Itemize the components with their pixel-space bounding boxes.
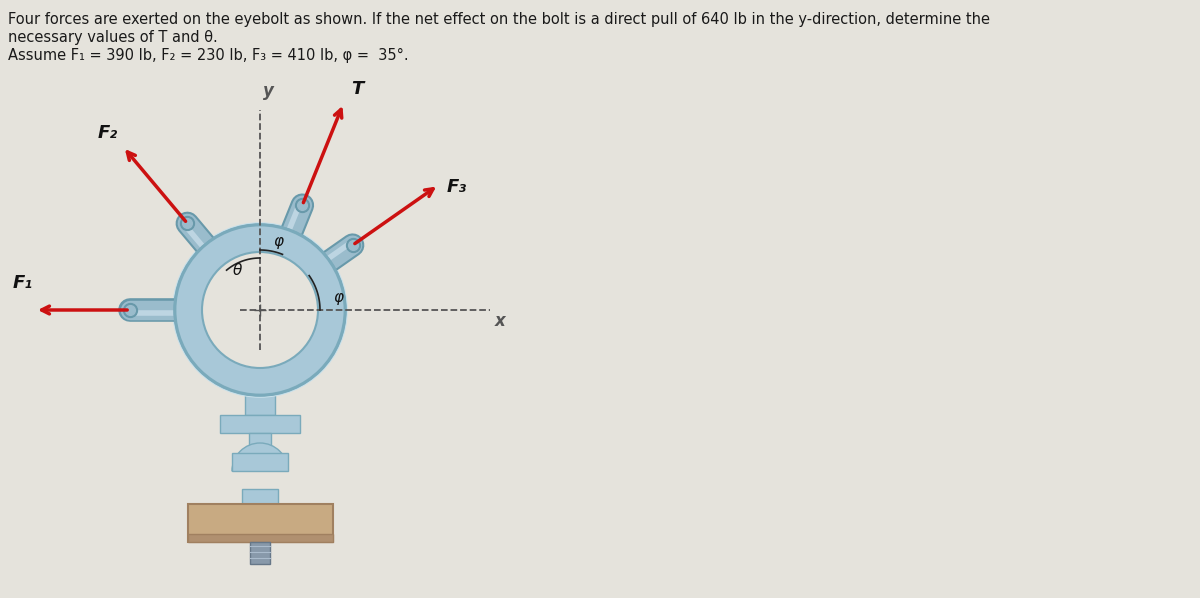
Circle shape [175, 225, 346, 395]
Text: x: x [496, 312, 505, 330]
Bar [188, 534, 334, 542]
Bar [250, 542, 270, 564]
Text: θ: θ [233, 263, 241, 278]
Bar [250, 433, 271, 453]
Circle shape [175, 225, 346, 395]
Wedge shape [232, 443, 288, 471]
Text: φ: φ [274, 234, 283, 249]
Bar [242, 489, 278, 504]
Text: Four forces are exerted on the eyebolt as shown. If the net effect on the bolt i: Four forces are exerted on the eyebolt a… [8, 12, 990, 27]
Text: φ: φ [332, 291, 343, 306]
Text: F₃: F₃ [446, 178, 467, 196]
Circle shape [202, 252, 318, 368]
Text: Assume F₁ = 390 lb, F₂ = 230 lb, F₃ = 410 lb, φ =  35°.: Assume F₁ = 390 lb, F₂ = 230 lb, F₃ = 41… [8, 48, 409, 63]
Bar [188, 504, 334, 542]
Bar [232, 453, 288, 471]
Circle shape [202, 252, 318, 368]
Bar [245, 390, 275, 415]
Text: F₁: F₁ [13, 274, 34, 292]
Text: F₂: F₂ [98, 124, 118, 142]
Text: T: T [352, 80, 364, 98]
Text: necessary values of T and θ.: necessary values of T and θ. [8, 30, 217, 45]
Text: y: y [263, 82, 274, 100]
Bar [220, 415, 300, 433]
